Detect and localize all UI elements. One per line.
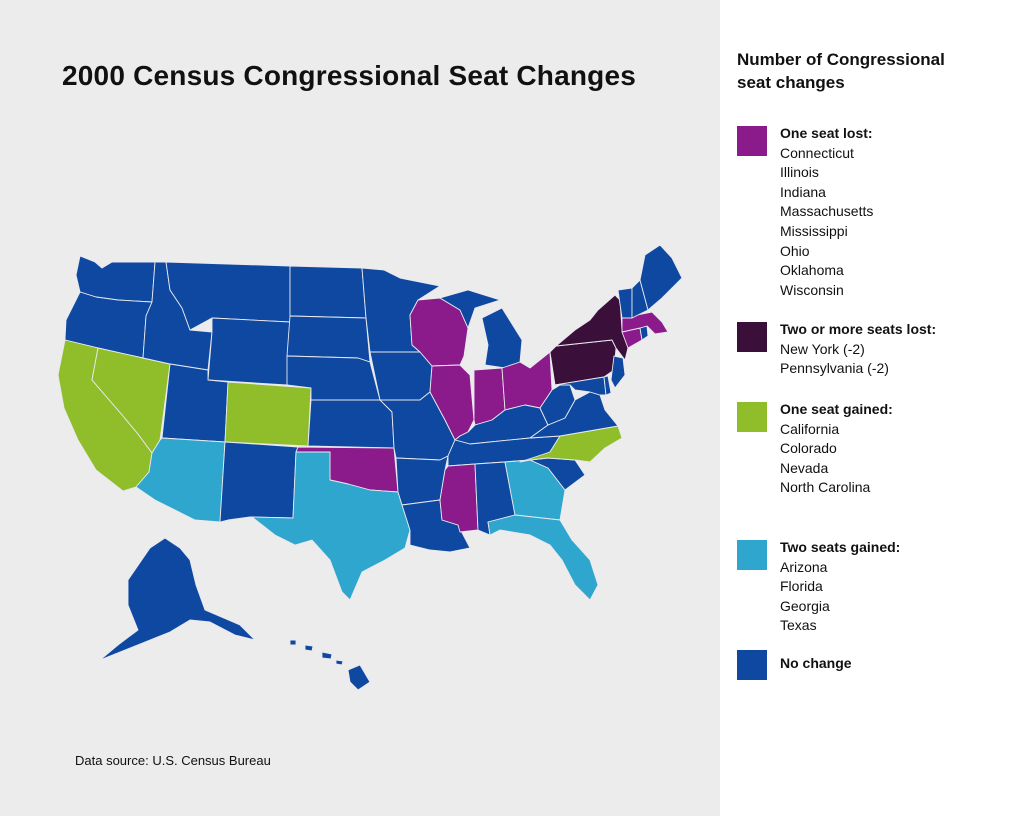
legend-state: Connecticut: [780, 144, 854, 161]
legend: Number of Congressional seat changes One…: [737, 48, 1007, 680]
us-map: [57, 244, 683, 691]
state-texas: [251, 451, 411, 601]
state-iowa: [369, 351, 433, 401]
legend-state: New York (-2): [780, 340, 865, 357]
state-hawaii: [289, 639, 371, 691]
legend-title: Number of Congressional seat changes: [737, 48, 1007, 94]
legend-label-no-change: No change: [780, 655, 852, 671]
state-delaware: [603, 375, 612, 396]
map-panel: 2000 Census Congressional Seat Changes: [0, 0, 720, 816]
legend-state: Arizona: [780, 558, 828, 575]
legend-state: Pennsylvania (-2): [780, 360, 889, 377]
legend-label-gained-two: Two seats gained:: [780, 539, 901, 555]
legend-swatch-lost-one: [737, 126, 767, 156]
legend-state: Florida: [780, 578, 823, 595]
legend-state: Massachusetts: [780, 203, 874, 220]
legend-title-line2: seat changes: [737, 73, 845, 92]
legend-state: Illinois: [780, 164, 819, 181]
legend-swatch-gained-two: [737, 540, 767, 570]
state-new-york: [555, 294, 629, 361]
legend-state: Wisconsin: [780, 281, 844, 298]
state-new-mexico: [219, 441, 299, 523]
state-new-jersey: [610, 355, 626, 389]
legend-state: Oklahoma: [780, 262, 844, 279]
legend-label-lost-two: Two or more seats lost:: [780, 321, 937, 337]
state-florida: [487, 514, 599, 601]
legend-swatch-lost-two: [737, 322, 767, 352]
legend-label-gained-one: One seat gained:: [780, 401, 893, 417]
data-source-note: Data source: U.S. Census Bureau: [75, 753, 271, 768]
state-north-carolina: [519, 425, 623, 463]
legend-state: Georgia: [780, 597, 830, 614]
legend-title-line1: Number of Congressional: [737, 50, 945, 69]
map-title: 2000 Census Congressional Seat Changes: [62, 60, 637, 91]
legend-state: Colorado: [780, 440, 837, 457]
state-west-virginia: [539, 384, 576, 426]
state-south-dakota: [286, 315, 371, 363]
legend-state: California: [780, 420, 840, 437]
legend-label-lost-one: One seat lost:: [780, 125, 873, 141]
legend-state: Ohio: [780, 242, 810, 259]
state-kansas: [307, 399, 395, 449]
legend-state: Nevada: [780, 459, 829, 476]
state-wisconsin: [409, 297, 469, 367]
legend-state: Mississippi: [780, 222, 848, 239]
legend-swatch-gained-one: [737, 402, 767, 432]
legend-state: Texas: [780, 617, 817, 634]
state-wyoming: [207, 317, 291, 386]
legend-state: Indiana: [780, 183, 826, 200]
state-alaska: [99, 537, 256, 661]
state-colorado: [224, 381, 312, 447]
legend-swatch-no-change: [737, 650, 767, 680]
legend-state: North Carolina: [780, 479, 871, 496]
state-north-dakota: [289, 265, 367, 319]
state-maine: [639, 244, 683, 311]
